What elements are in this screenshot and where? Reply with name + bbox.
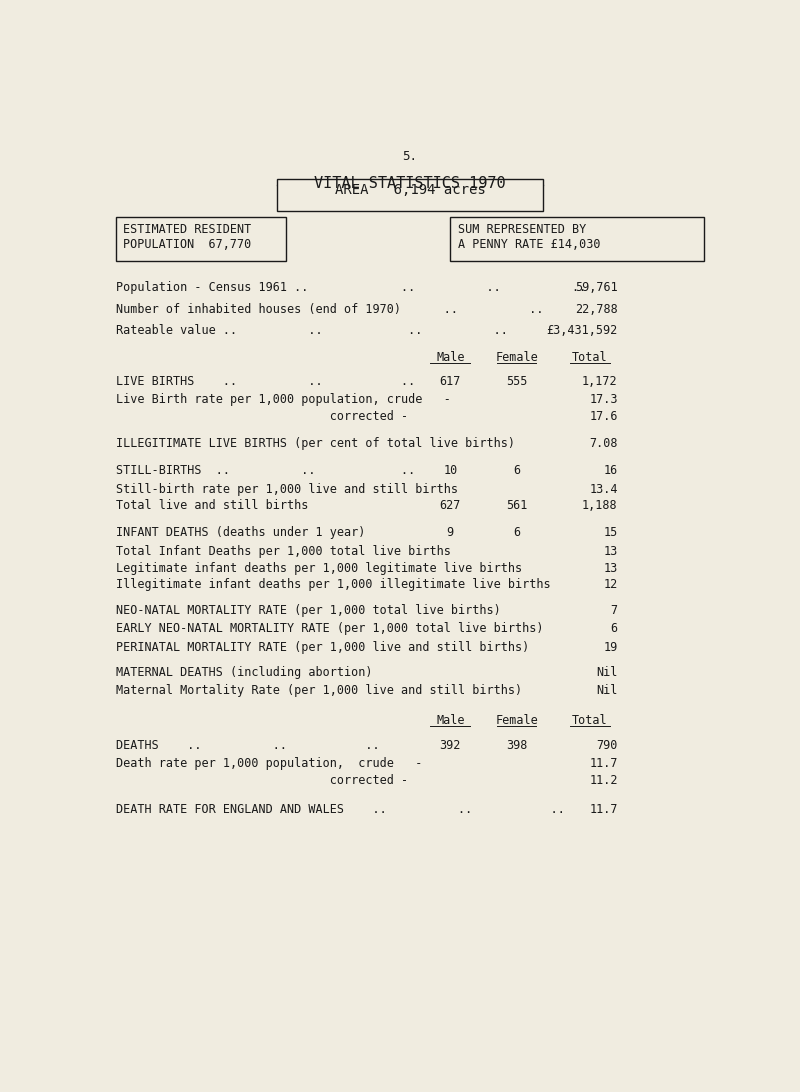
Text: POPULATION  67,770: POPULATION 67,770: [123, 238, 251, 251]
Text: 16: 16: [603, 464, 618, 477]
Text: 398: 398: [506, 739, 527, 752]
Text: 11.7: 11.7: [589, 758, 618, 771]
Text: Total: Total: [572, 352, 608, 365]
Text: 555: 555: [506, 375, 527, 388]
Text: 13: 13: [603, 561, 618, 574]
Text: 17.3: 17.3: [589, 393, 618, 406]
Text: DEATHS    ..          ..           ..: DEATHS .. .. ..: [115, 739, 379, 752]
Text: MATERNAL DEATHS (including abortion): MATERNAL DEATHS (including abortion): [115, 666, 372, 679]
Text: 6: 6: [513, 464, 520, 477]
Text: 6: 6: [610, 622, 618, 636]
Text: Male: Male: [436, 714, 465, 727]
Text: 11.2: 11.2: [589, 774, 618, 787]
Text: 15: 15: [603, 526, 618, 539]
Text: AREA   6,194 acres: AREA 6,194 acres: [334, 183, 486, 198]
Text: Total Infant Deaths per 1,000 total live births: Total Infant Deaths per 1,000 total live…: [115, 545, 450, 558]
Text: Still-birth rate per 1,000 live and still births: Still-birth rate per 1,000 live and stil…: [115, 483, 458, 496]
Text: 12: 12: [603, 579, 618, 592]
Text: corrected -: corrected -: [115, 774, 408, 787]
Text: 13: 13: [603, 545, 618, 558]
Text: 790: 790: [596, 739, 618, 752]
Text: Rateable value ..          ..            ..          ..: Rateable value .. .. .. ..: [115, 324, 507, 337]
Text: 627: 627: [440, 499, 461, 512]
Text: 6: 6: [513, 526, 520, 539]
Text: 5.: 5.: [402, 150, 418, 163]
FancyBboxPatch shape: [115, 217, 286, 261]
Text: SUM REPRESENTED BY: SUM REPRESENTED BY: [458, 223, 586, 236]
Text: EARLY NEO-NATAL MORTALITY RATE (per 1,000 total live births): EARLY NEO-NATAL MORTALITY RATE (per 1,00…: [115, 622, 543, 636]
Text: Death rate per 1,000 population,  crude   -: Death rate per 1,000 population, crude -: [115, 758, 422, 771]
Text: Legitimate infant deaths per 1,000 legitimate live births: Legitimate infant deaths per 1,000 legit…: [115, 561, 522, 574]
Text: Nil: Nil: [596, 666, 618, 679]
Text: DEATH RATE FOR ENGLAND AND WALES    ..          ..           ..: DEATH RATE FOR ENGLAND AND WALES .. .. .…: [115, 803, 564, 816]
Text: 22,788: 22,788: [575, 302, 618, 316]
Text: PERINATAL MORTALITY RATE (per 1,000 live and still births): PERINATAL MORTALITY RATE (per 1,000 live…: [115, 641, 529, 654]
Text: VITAL STATISTICS 1970: VITAL STATISTICS 1970: [314, 176, 506, 191]
Text: Male: Male: [436, 352, 465, 365]
Text: Total: Total: [572, 714, 608, 727]
Text: STILL-BIRTHS  ..          ..            ..: STILL-BIRTHS .. .. ..: [115, 464, 414, 477]
Text: 19: 19: [603, 641, 618, 654]
Text: INFANT DEATHS (deaths under 1 year): INFANT DEATHS (deaths under 1 year): [115, 526, 436, 539]
Text: corrected -: corrected -: [115, 411, 408, 424]
Text: 59,761: 59,761: [575, 281, 618, 294]
Text: Live Birth rate per 1,000 population, crude   -: Live Birth rate per 1,000 population, cr…: [115, 393, 450, 406]
Text: 11.7: 11.7: [589, 803, 618, 816]
Text: 13.4: 13.4: [589, 483, 618, 496]
Text: 561: 561: [506, 499, 527, 512]
Text: A PENNY RATE £14,030: A PENNY RATE £14,030: [458, 238, 600, 251]
Text: ESTIMATED RESIDENT: ESTIMATED RESIDENT: [123, 223, 251, 236]
Text: 10: 10: [443, 464, 458, 477]
Text: 17.6: 17.6: [589, 411, 618, 424]
Text: 1,172: 1,172: [582, 375, 618, 388]
FancyBboxPatch shape: [277, 179, 543, 211]
Text: Number of inhabited houses (end of 1970)      ..          ..: Number of inhabited houses (end of 1970)…: [115, 302, 543, 316]
Text: Female: Female: [495, 714, 538, 727]
Text: 9: 9: [446, 526, 454, 539]
Text: 617: 617: [440, 375, 461, 388]
Text: Maternal Mortality Rate (per 1,000 live and still births): Maternal Mortality Rate (per 1,000 live …: [115, 685, 522, 698]
Text: Population - Census 1961 ..             ..          ..          ..: Population - Census 1961 .. .. .. ..: [115, 281, 586, 294]
Text: Illegitimate infant deaths per 1,000 illegitimate live births: Illegitimate infant deaths per 1,000 ill…: [115, 579, 550, 592]
Text: Nil: Nil: [596, 685, 618, 698]
Text: 7.08: 7.08: [589, 437, 618, 450]
Text: 1,188: 1,188: [582, 499, 618, 512]
Text: 7: 7: [610, 604, 618, 617]
Text: Female: Female: [495, 352, 538, 365]
Text: NEO-NATAL MORTALITY RATE (per 1,000 total live births): NEO-NATAL MORTALITY RATE (per 1,000 tota…: [115, 604, 500, 617]
FancyBboxPatch shape: [450, 217, 705, 261]
Text: LIVE BIRTHS    ..          ..           ..: LIVE BIRTHS .. .. ..: [115, 375, 414, 388]
Text: 392: 392: [440, 739, 461, 752]
Text: Total live and still births: Total live and still births: [115, 499, 458, 512]
Text: ILLEGITIMATE LIVE BIRTHS (per cent of total live births): ILLEGITIMATE LIVE BIRTHS (per cent of to…: [115, 437, 514, 450]
Text: £3,431,592: £3,431,592: [546, 324, 618, 337]
